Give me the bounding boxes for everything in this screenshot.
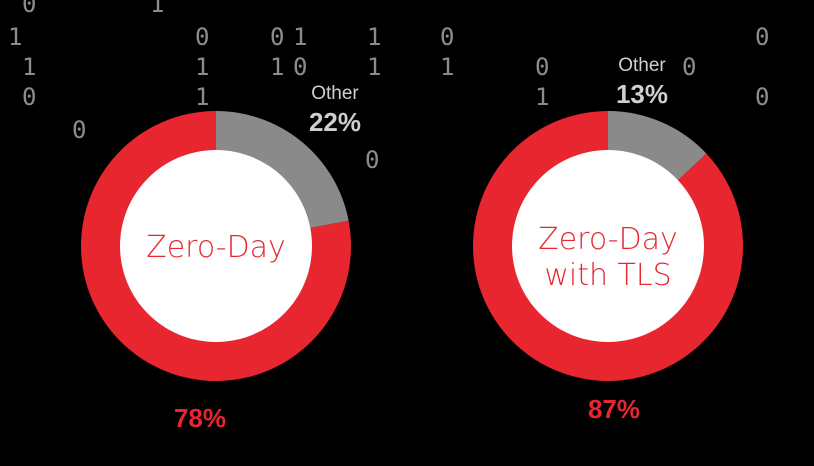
binary-digit: 1 <box>440 53 454 81</box>
binary-digit: 1 <box>367 23 381 51</box>
binary-digit: 1 <box>367 53 381 81</box>
binary-digit: 0 <box>195 23 209 51</box>
binary-digit: 0 <box>72 116 86 144</box>
binary-digit: 1 <box>22 53 36 81</box>
binary-digit: 0 <box>755 23 769 51</box>
donut-chart: Zero-Day Other 22% 78% <box>80 83 361 433</box>
binary-digit: 0 <box>682 53 696 81</box>
binary-digit: 1 <box>195 83 209 111</box>
binary-digit: 0 <box>22 0 36 18</box>
other-slice-label: Other <box>311 83 359 104</box>
binary-digit: 1 <box>293 23 307 51</box>
binary-digit: 1 <box>535 83 549 111</box>
binary-digit: 0 <box>440 23 454 51</box>
binary-digit: 1 <box>8 23 22 51</box>
other-slice-value: 13% <box>616 79 668 109</box>
binary-digit: 0 <box>293 53 307 81</box>
binary-digit: 1 <box>270 53 284 81</box>
center-label: with TLS <box>544 258 671 293</box>
binary-digit: 1 <box>150 0 164 18</box>
donut-hole <box>512 150 704 342</box>
zero-day-slice-value: 87% <box>588 394 640 424</box>
binary-digit: 1 <box>195 53 209 81</box>
binary-digit: 0 <box>270 23 284 51</box>
zero-day-slice-value: 78% <box>174 403 226 433</box>
binary-digit: 0 <box>365 146 379 174</box>
binary-digit: 0 <box>22 83 36 111</box>
other-slice-value: 22% <box>309 107 361 137</box>
donut-hole <box>120 150 312 342</box>
binary-digit: 0 <box>535 53 549 81</box>
center-label: Zero-Day <box>538 222 678 257</box>
center-label: Zero-Day <box>146 230 286 265</box>
other-slice-label: Other <box>618 55 666 76</box>
binary-digit: 0 <box>755 83 769 111</box>
